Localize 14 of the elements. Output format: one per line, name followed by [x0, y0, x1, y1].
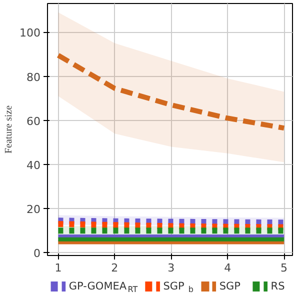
y-tick-label: 80: [26, 70, 41, 84]
y-tick-label: 0: [34, 247, 40, 260]
legend-label: RS: [270, 280, 286, 292]
legend-label: SGP: [219, 280, 240, 292]
x-tick-label: 3: [168, 262, 175, 274]
y-tick-label: 100: [20, 26, 41, 40]
x-tick-label: 4: [224, 262, 232, 274]
x-tick-label: 1: [54, 262, 62, 274]
y-tick-label: 40: [26, 158, 41, 172]
y-tick-label: 20: [26, 203, 41, 216]
y-axis-title: Feature size: [4, 104, 15, 154]
y-tick-label: 60: [26, 114, 41, 128]
x-tick-label: 5: [280, 262, 288, 274]
x-tick-label: 2: [111, 262, 118, 274]
